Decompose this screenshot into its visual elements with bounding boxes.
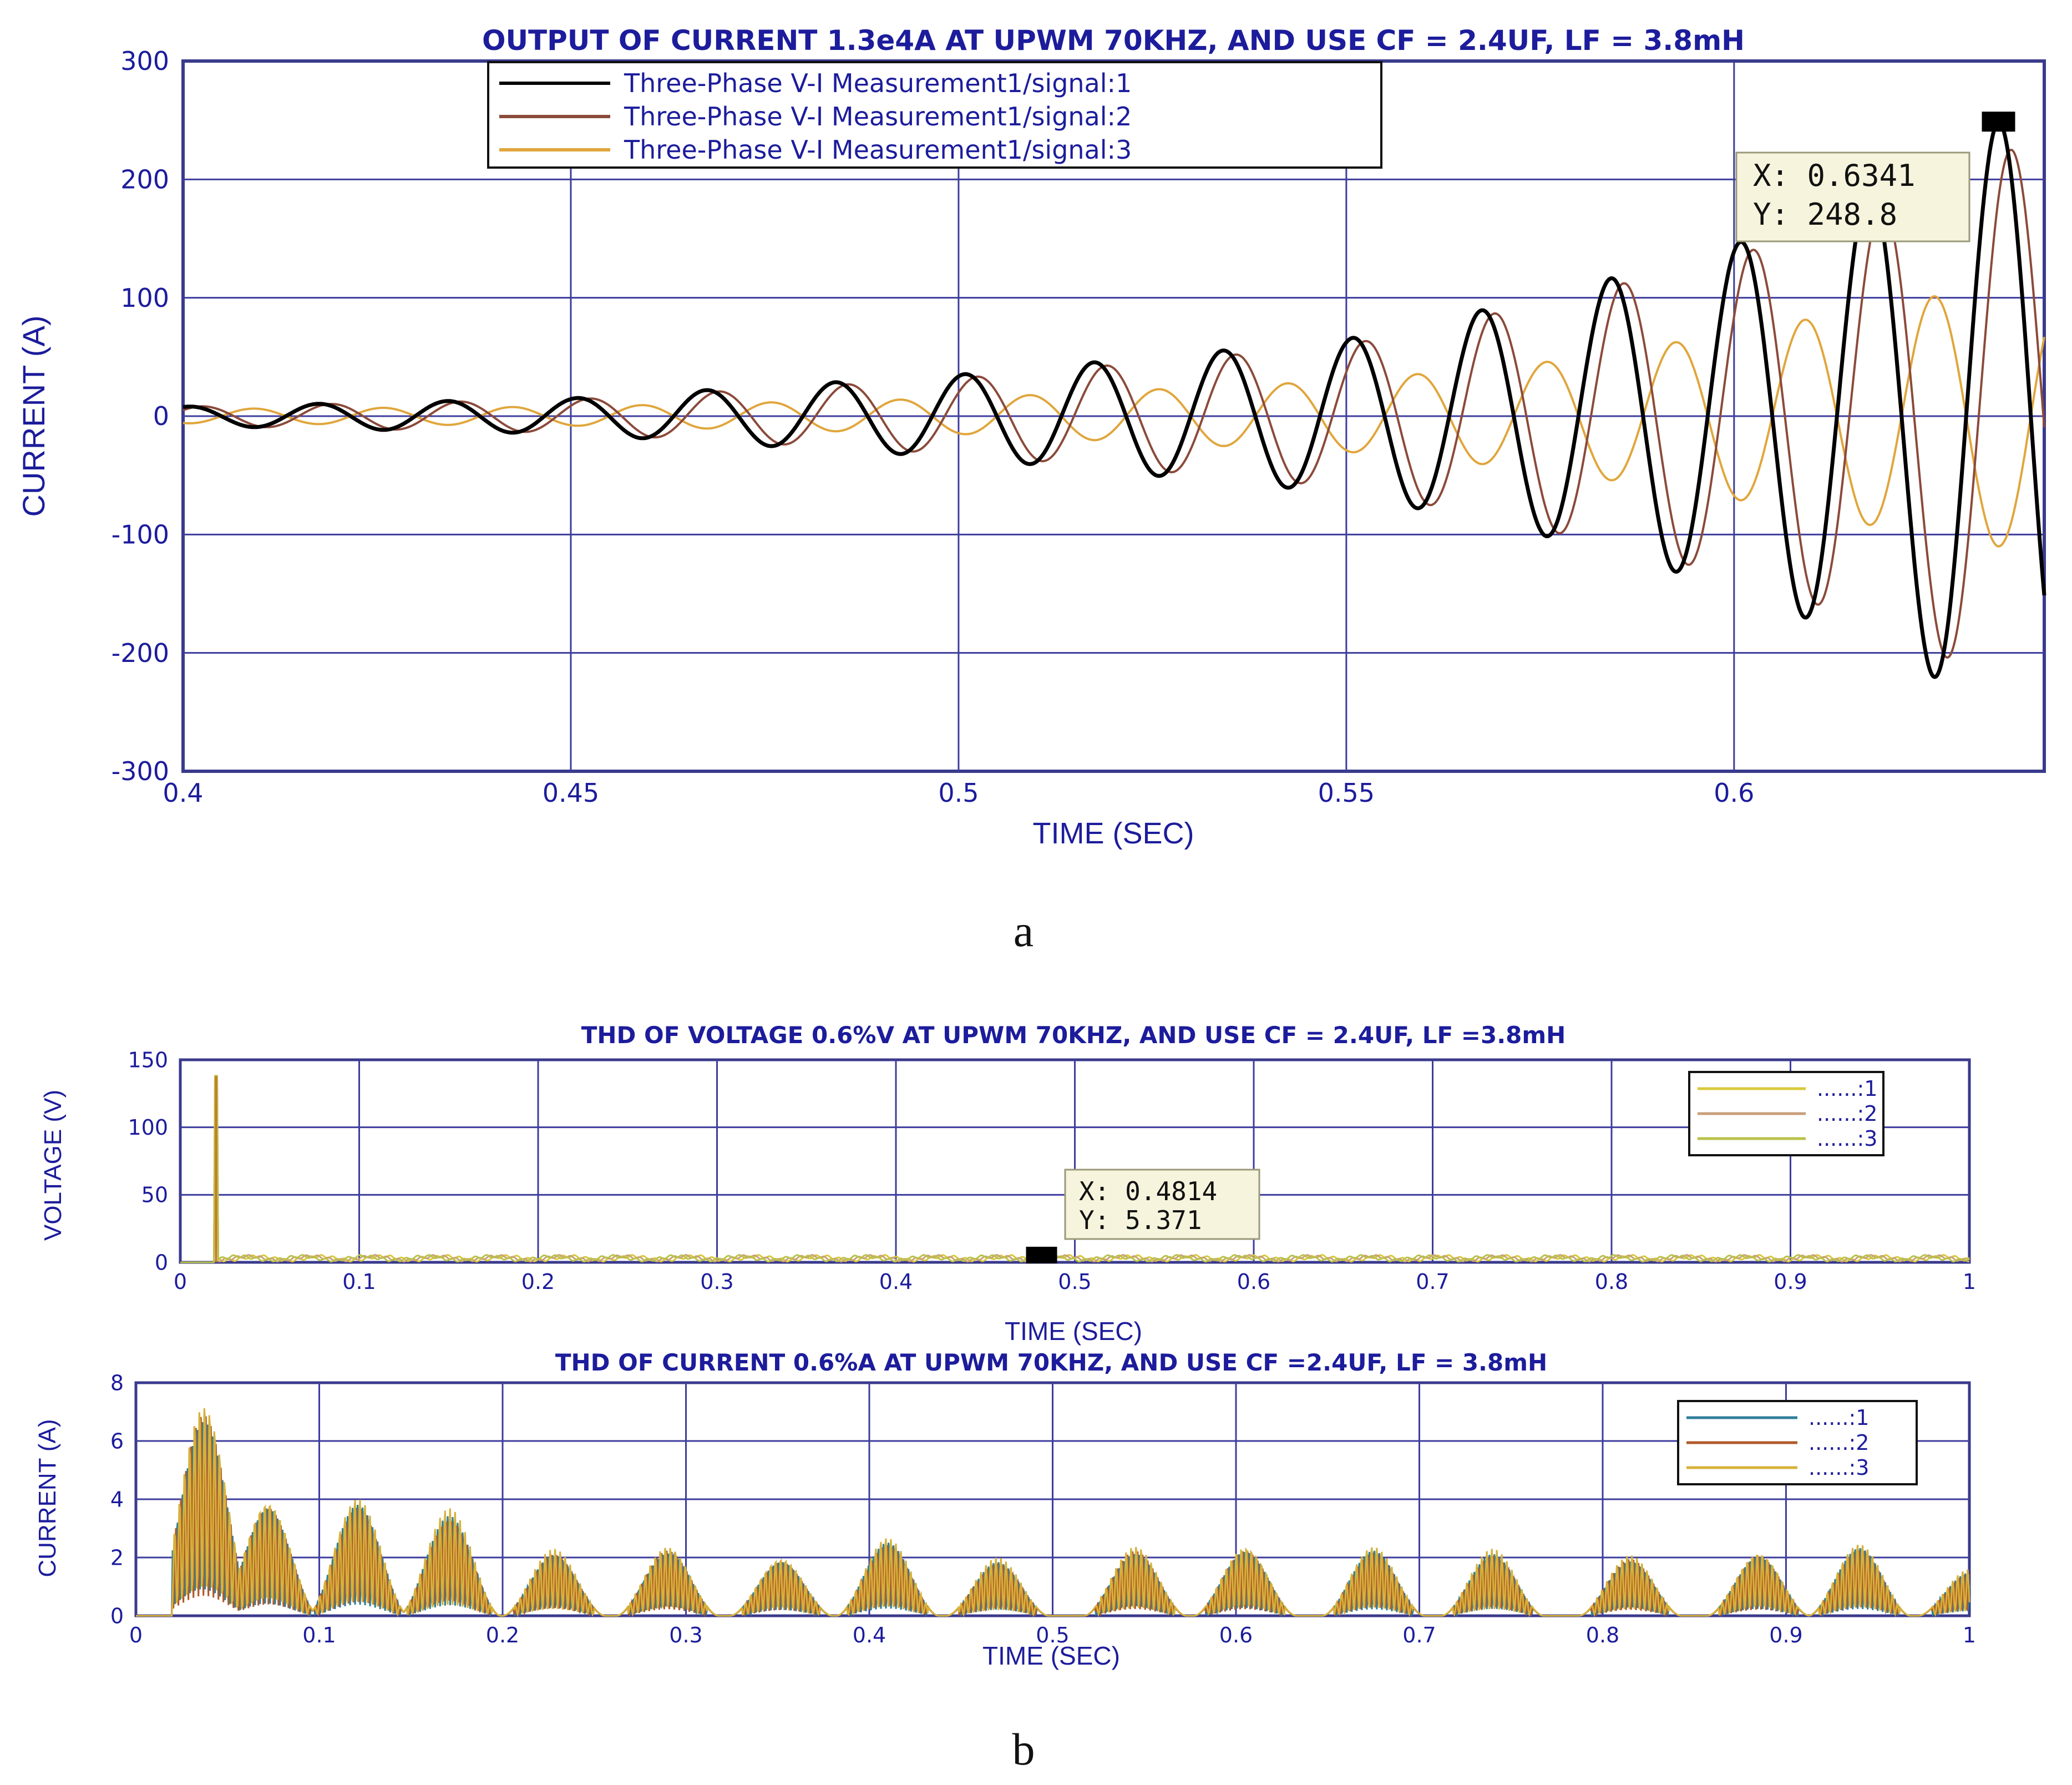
datatip-x-b1: X: 0.4814 [1079,1176,1217,1206]
y-ticks-b2: 8 6 4 2 0 [110,1371,124,1628]
y-ticks-b1: 150 100 50 0 [128,1048,168,1275]
x-tick-label: 0.3 [700,1270,733,1294]
series-a [183,119,2046,679]
x-tick-label: 0.4 [879,1270,913,1294]
y-tick-label: 4 [110,1487,124,1511]
y-tick-label: -100 [112,519,169,549]
datatip-marker-a [1982,112,2015,132]
x-tick-label: 0.9 [1769,1623,1802,1647]
chart-title-a: OUTPUT OF CURRENT 1.3e4A AT UPWM 70KHZ, … [482,24,1745,57]
datatip-box-b1 [1064,1169,1260,1240]
series-line-a-3 [183,295,2045,548]
series-line-b2-3 [136,1408,1970,1618]
series-line-a-1 [183,119,2046,679]
x-tick-label: 0.8 [1586,1623,1619,1647]
datatip-y-b1: Y: 5.371 [1079,1205,1202,1235]
panel-b1-chart: 0 0.1 0.2 0.3 0.4 0.5 0.6 0.7 0.8 0.9 1 150 100 50 0 … [39,1022,1976,1346]
x-tick-label: 0.1 [342,1270,376,1294]
y-tick-label: 6 [110,1429,124,1453]
x-tick-label: 0 [129,1623,143,1647]
x-tick-label: 0.9 [1774,1270,1807,1294]
datatip-y-a: Y: 248.8 [1753,197,1897,232]
x-tick-label: 0.6 [1714,778,1754,808]
y-tick-label: 8 [110,1371,124,1395]
chart-title-b2: THD OF CURRENT 0.6%A AT UPWM 70KHZ, AND … [555,1349,1547,1376]
x-axis-label-b1: TIME (SEC) [1005,1317,1142,1346]
x-tick-label: 0.7 [1416,1270,1449,1294]
y-tick-label: 100 [120,283,169,313]
x-ticks-a: 0.4 0.45 0.5 0.55 0.6 [163,778,1754,808]
x-tick-label: 0.45 [543,778,599,808]
x-tick-label: 0.5 [1058,1270,1091,1294]
datatip-x-a: X: 0.6341 [1753,158,1916,193]
x-axis-label-a: TIME (SEC) [1033,817,1194,850]
x-tick-label: 0.4 [853,1623,886,1647]
series-line-a-2 [183,148,2045,659]
caption-b: b [1012,1724,1035,1774]
y-axis-label-b2: CURRENT (A) [34,1419,61,1577]
x-tick-label: 0.6 [1219,1623,1253,1647]
x-tick-label: 0.6 [1237,1270,1270,1294]
panel-a-chart: 0.4 0.45 0.5 0.55 0.6 300 200 100 0 -100 -200 -300… [16,24,2046,850]
y-tick-label: 2 [110,1545,124,1570]
datatip-b1[interactable]: X: 0.4814 Y: 5.371 [1026,1169,1260,1263]
y-ticks-a: 300 200 100 0 -100 -200 -300 [112,46,169,786]
datatip-a[interactable]: X: 0.6341 Y: 248.8 [1735,112,2015,242]
legend-label-b1-3: ......:3 [1817,1126,1877,1151]
datatip-marker-b1 [1026,1246,1057,1263]
series-b2 [136,1408,1970,1618]
y-tick-label: 0 [153,401,169,431]
caption-a: a [1014,906,1034,956]
chart-title-b1: THD OF VOLTAGE 0.6%V AT UPWM 70KHZ, AND … [581,1022,1566,1049]
x-tick-label: 1 [1963,1623,1976,1647]
x-tick-label: 0.8 [1595,1270,1628,1294]
x-tick-label: 0.2 [486,1623,519,1647]
legend-label-a-3: Three-Phase V-I Measurement1/signal:3 [624,135,1132,165]
legend-a: Three-Phase V-I Measurement1/signal:1 Th… [487,61,1382,169]
y-tick-label: 300 [120,46,169,76]
datatip-box-a [1735,151,1970,242]
x-ticks-b1: 0 0.1 0.2 0.3 0.4 0.5 0.6 0.7 0.8 0.9 1 [174,1270,1976,1294]
legend-label-b2-1: ......:1 [1808,1405,1869,1430]
series-b1 [180,1075,1970,1263]
legend-label-a-1: Three-Phase V-I Measurement1/signal:1 [624,68,1132,98]
legend-b2: ......:1 ......:2 ......:3 [1677,1400,1918,1485]
y-tick-label: 50 [141,1183,168,1207]
y-tick-label: 0 [110,1604,124,1628]
x-ticks-b2: 0 0.1 0.2 0.3 0.4 0.5 0.6 0.7 0.8 0.9 1 [129,1623,1976,1647]
y-tick-label: -200 [112,638,169,668]
x-tick-label: 0 [174,1270,187,1294]
legend-box-a [487,61,1382,169]
x-axis-label-b2: TIME (SEC) [982,1641,1120,1670]
x-tick-label: 0.4 [163,778,203,808]
legend-label-b2-3: ......:3 [1808,1455,1869,1480]
legend-label-a-2: Three-Phase V-I Measurement1/signal:2 [624,102,1132,132]
panel-b2-chart: 0 0.1 0.2 0.3 0.4 0.5 0.6 0.7 0.8 0.9 1 8 6 4 2 0 THD … [34,1349,1976,1670]
x-tick-label: 0.55 [1318,778,1375,808]
y-tick-label: 150 [128,1048,168,1072]
legend-label-b2-2: ......:2 [1808,1430,1869,1455]
x-tick-label: 0.7 [1402,1623,1436,1647]
legend-label-b1-2: ......:2 [1817,1101,1877,1126]
y-tick-label: 200 [120,164,169,194]
grid-a [183,61,2044,771]
x-tick-label: 0.5 [938,778,979,808]
legend-b1: ......:1 ......:2 ......:3 [1688,1071,1884,1156]
x-tick-label: 0.3 [669,1623,702,1647]
y-axis-label-a: CURRENT (A) [16,316,51,517]
x-tick-label: 0.2 [521,1270,555,1294]
x-tick-label: 0.1 [302,1623,336,1647]
x-tick-label: 1 [1963,1270,1976,1294]
y-tick-label: -300 [112,756,169,786]
x-tick-label: 0.5 [1036,1623,1069,1647]
legend-label-b1-1: ......:1 [1817,1076,1877,1101]
y-tick-label: 0 [155,1250,168,1275]
series-line-b1-3 [180,1075,1970,1263]
y-tick-label: 100 [128,1115,168,1140]
y-axis-label-b1: VOLTAGE (V) [39,1090,67,1241]
